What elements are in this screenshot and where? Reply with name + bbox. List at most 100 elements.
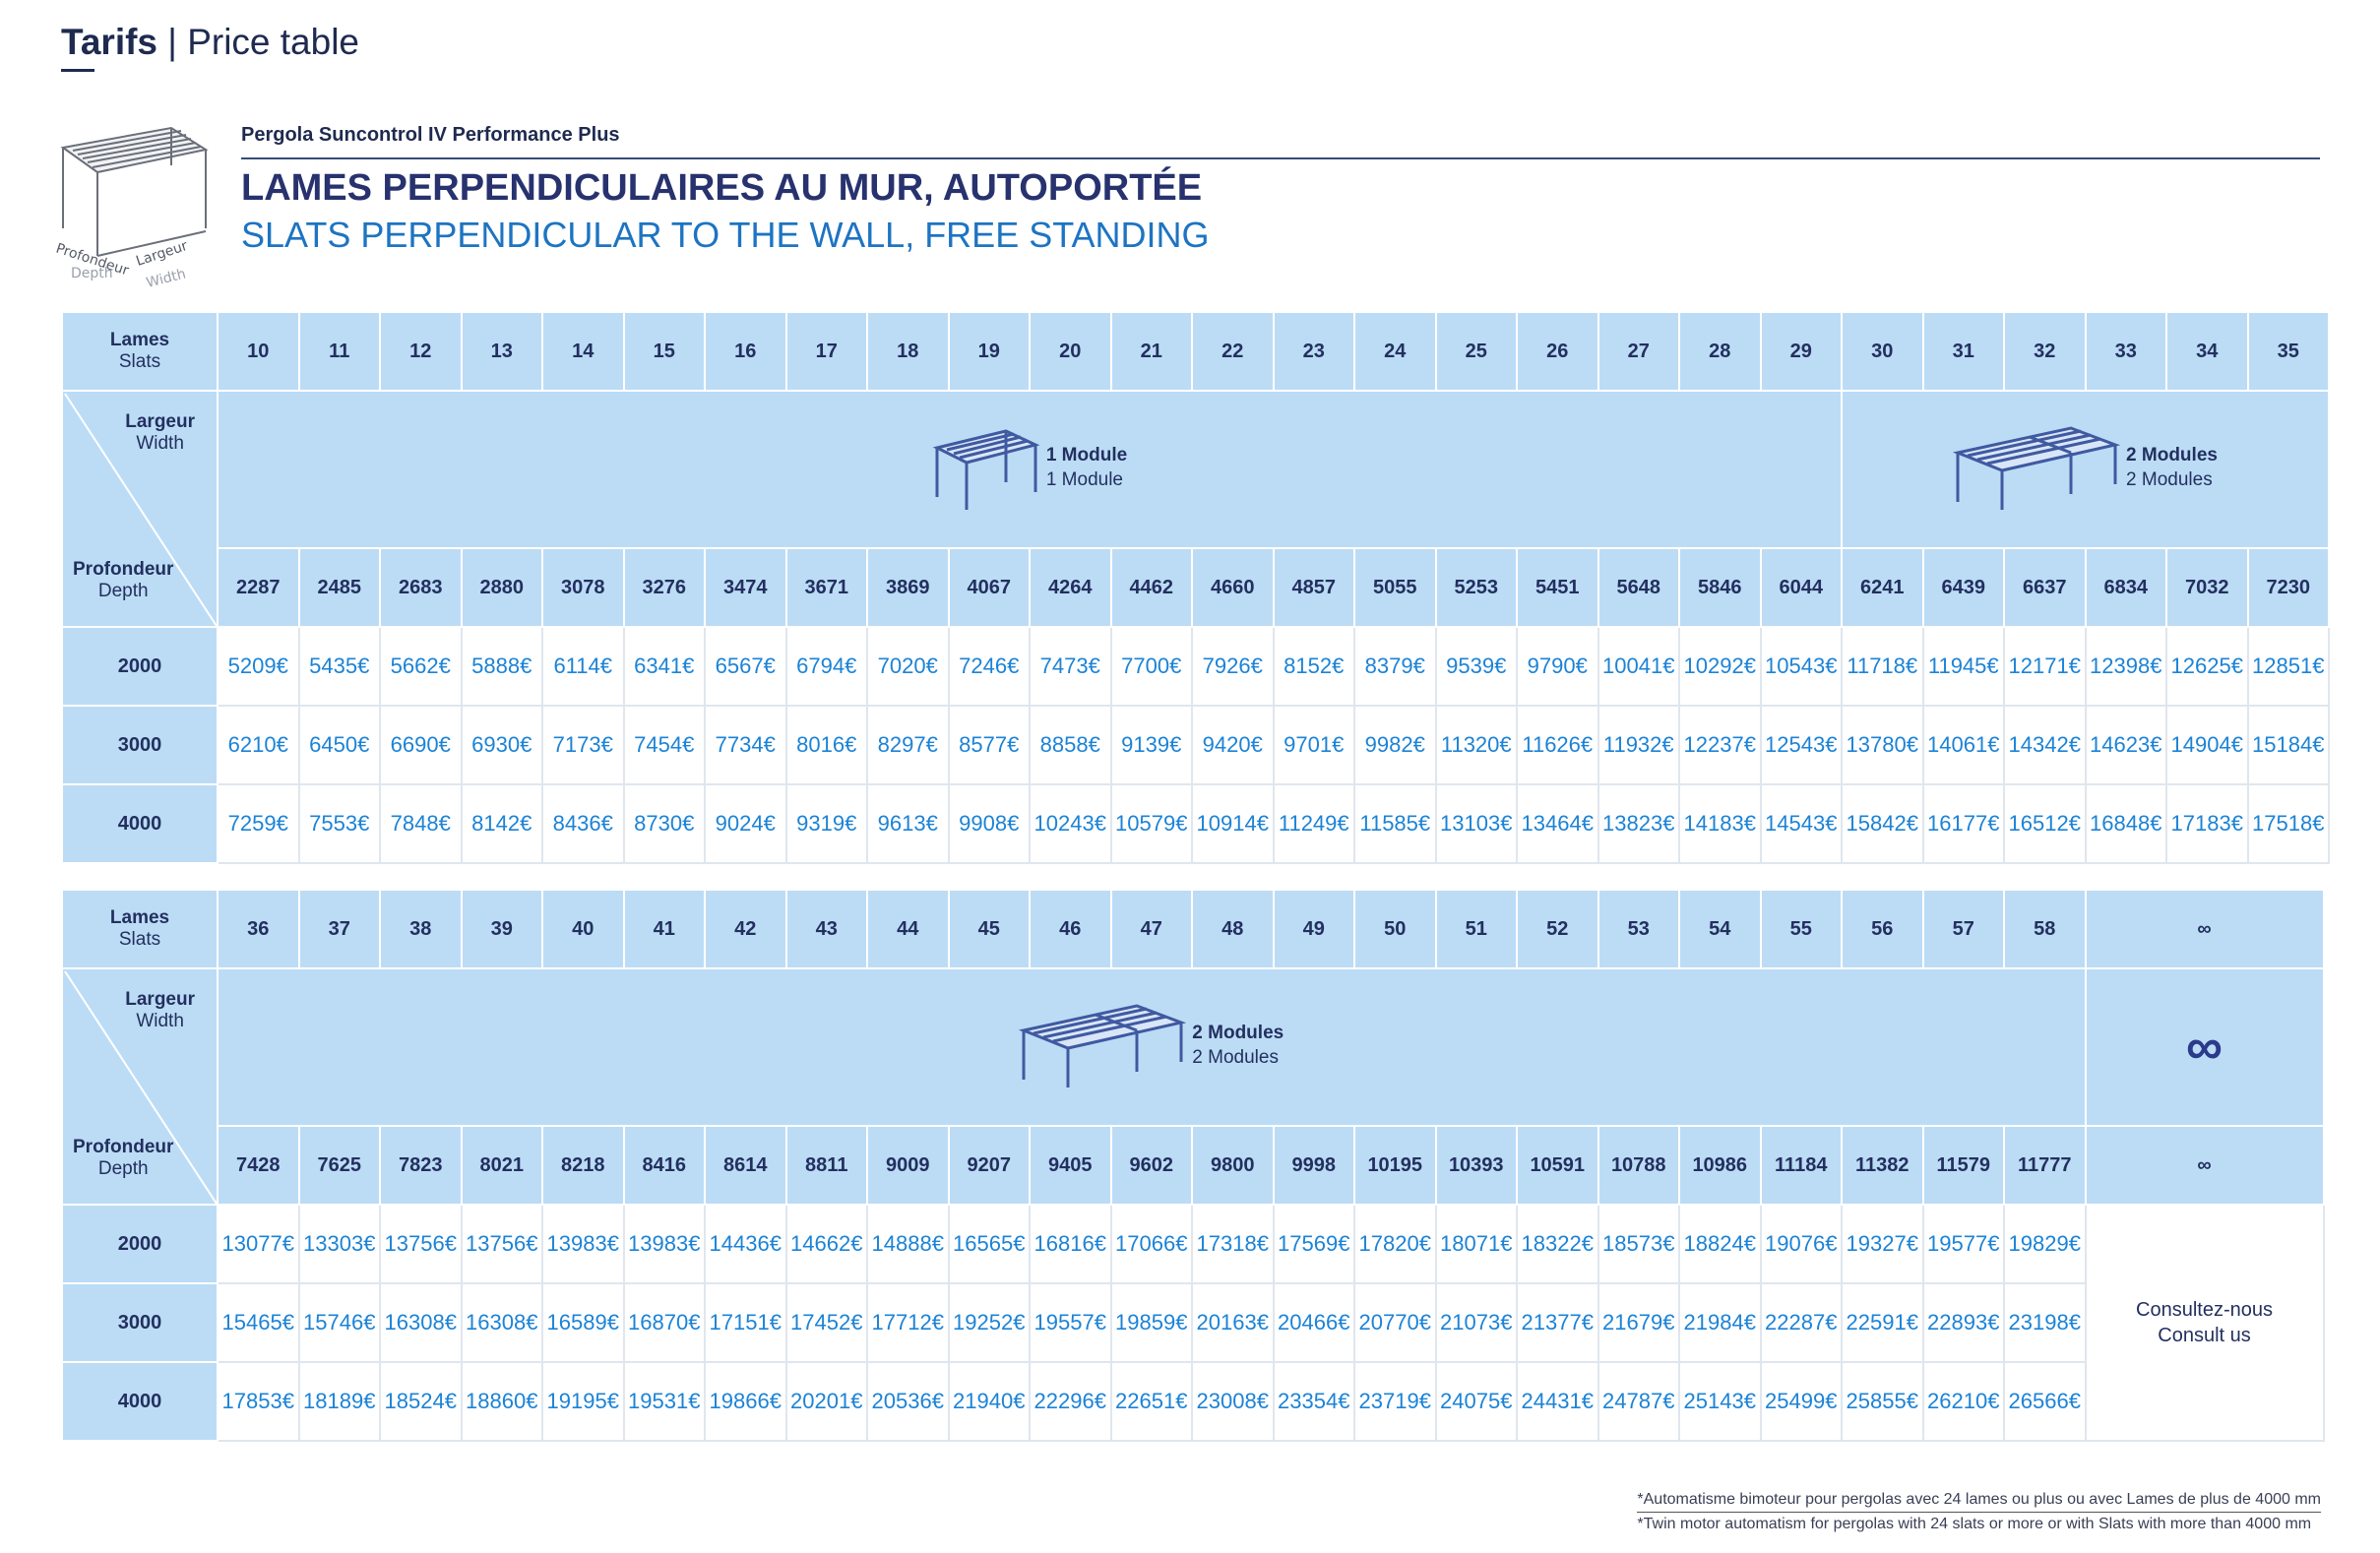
price-cell: 9613€ (866, 783, 950, 864)
price-cell: 19327€ (1841, 1204, 1924, 1284)
width-value: 10591 (1516, 1125, 1599, 1206)
slat-count: 36 (217, 889, 300, 969)
price-cell: 17318€ (1191, 1204, 1275, 1284)
slat-count: 13 (460, 311, 543, 392)
price-cell: 9982€ (1353, 705, 1437, 785)
price-cell: 26210€ (1921, 1361, 2005, 1442)
slat-count: 50 (1353, 889, 1437, 969)
width-value: 7625 (297, 1125, 381, 1206)
width-value: 8811 (784, 1125, 868, 1206)
price-cell: 6567€ (704, 626, 787, 707)
price-cell: 17066€ (1109, 1204, 1193, 1284)
price-cell: 21073€ (1434, 1282, 1518, 1363)
price-cell: 14436€ (704, 1204, 787, 1284)
price-cell: 19859€ (1109, 1282, 1193, 1363)
price-cell: 7020€ (866, 626, 950, 707)
slat-count: 27 (1597, 311, 1680, 392)
price-cell: 11945€ (1921, 626, 2005, 707)
price-cell: 24431€ (1516, 1361, 1599, 1442)
slat-count: 38 (379, 889, 463, 969)
slat-count: 39 (460, 889, 543, 969)
price-cell: 13303€ (297, 1204, 381, 1284)
price-cell: 8152€ (1272, 626, 1355, 707)
price-cell: 23008€ (1191, 1361, 1275, 1442)
slat-count: 47 (1109, 889, 1193, 969)
price-cell: 16308€ (379, 1282, 463, 1363)
price-cell: 12171€ (2003, 626, 2087, 707)
slat-count: 28 (1678, 311, 1762, 392)
price-cell: 17820€ (1353, 1204, 1437, 1284)
slat-count: 26 (1516, 311, 1599, 392)
thumb-depth-en: Depth (71, 266, 113, 281)
two-modules-en: 2 Modules (2126, 468, 2213, 490)
width-value: 3474 (704, 547, 787, 628)
price-cell: 22893€ (1921, 1282, 2005, 1363)
price-cell: 22296€ (1029, 1361, 1112, 1442)
price-cell: 18071€ (1434, 1204, 1518, 1284)
price-cell: 6930€ (460, 705, 543, 785)
width-value: 9998 (1272, 1125, 1355, 1206)
product-divider (241, 157, 2320, 159)
one-module-group: 1 Module 1 Module (932, 423, 1127, 512)
price-cell: 18322€ (1516, 1204, 1599, 1284)
one-module-en: 1 Module (1045, 468, 1123, 490)
price-cell: 10292€ (1678, 626, 1762, 707)
price-cell: 11320€ (1434, 705, 1518, 785)
price-cell: 6341€ (622, 626, 706, 707)
width-value: 9207 (947, 1125, 1031, 1206)
price-cell: 8730€ (622, 783, 706, 864)
two-modules-fr: 2 Modules (2126, 444, 2218, 466)
width-value: 6241 (1841, 547, 1924, 628)
width-value: 8416 (622, 1125, 706, 1206)
width-value: 5648 (1597, 547, 1680, 628)
consult-en: Consult us (2158, 1325, 2251, 1346)
price-cell: 19531€ (622, 1361, 706, 1442)
price-cell: 11718€ (1841, 626, 1924, 707)
price-cell: 5662€ (379, 626, 463, 707)
price-cell: 9908€ (947, 783, 1031, 864)
page-title-rest: Price table (187, 22, 360, 62)
price-cell: 14061€ (1921, 705, 2005, 785)
slat-count: 43 (784, 889, 868, 969)
depth-value: 3000 (61, 1282, 219, 1363)
slat-count: 11 (297, 311, 381, 392)
width-value: 6637 (2003, 547, 2087, 628)
width-value: 9405 (1029, 1125, 1112, 1206)
price-cell: 8858€ (1029, 705, 1112, 785)
slat-count: 24 (1353, 311, 1437, 392)
width-value: 8218 (541, 1125, 625, 1206)
price-cell: 10243€ (1029, 783, 1112, 864)
price-cell: 9024€ (704, 783, 787, 864)
slat-count: 58 (2003, 889, 2087, 969)
price-cell: 18189€ (297, 1361, 381, 1442)
width-value: 3869 (866, 547, 950, 628)
slat-count: 55 (1759, 889, 1843, 969)
price-cell: 11249€ (1272, 783, 1355, 864)
price-cell: 5209€ (217, 626, 300, 707)
width-value: 4857 (1272, 547, 1355, 628)
two-modules-icon (1019, 1003, 1187, 1087)
two-modules-group: 2 Modules 2 Modules (1953, 423, 2218, 512)
price-cell: 19557€ (1029, 1282, 1112, 1363)
price-cell: 12625€ (2165, 626, 2249, 707)
price-cell: 18524€ (379, 1361, 463, 1442)
price-cell: 9790€ (1516, 626, 1599, 707)
depth-label: Profondeur Depth (73, 1137, 174, 1179)
price-cell: 8297€ (866, 705, 950, 785)
width-value: 11184 (1759, 1125, 1843, 1206)
slat-count: 44 (866, 889, 950, 969)
title-underline (61, 69, 94, 72)
price-cell: 17853€ (217, 1361, 300, 1442)
price-cell: 12237€ (1678, 705, 1762, 785)
price-cell: 16565€ (947, 1204, 1031, 1284)
price-cell: 12543€ (1759, 705, 1843, 785)
slat-count: 51 (1434, 889, 1518, 969)
price-cell: 19866€ (704, 1361, 787, 1442)
price-cell: 23719€ (1353, 1361, 1437, 1442)
width-value: 10393 (1434, 1125, 1518, 1206)
thumb-width-en: Width (145, 267, 187, 290)
width-value: 11579 (1921, 1125, 2005, 1206)
price-cell: 9420€ (1191, 705, 1275, 785)
price-cell: 14662€ (784, 1204, 868, 1284)
slat-count: 22 (1191, 311, 1275, 392)
